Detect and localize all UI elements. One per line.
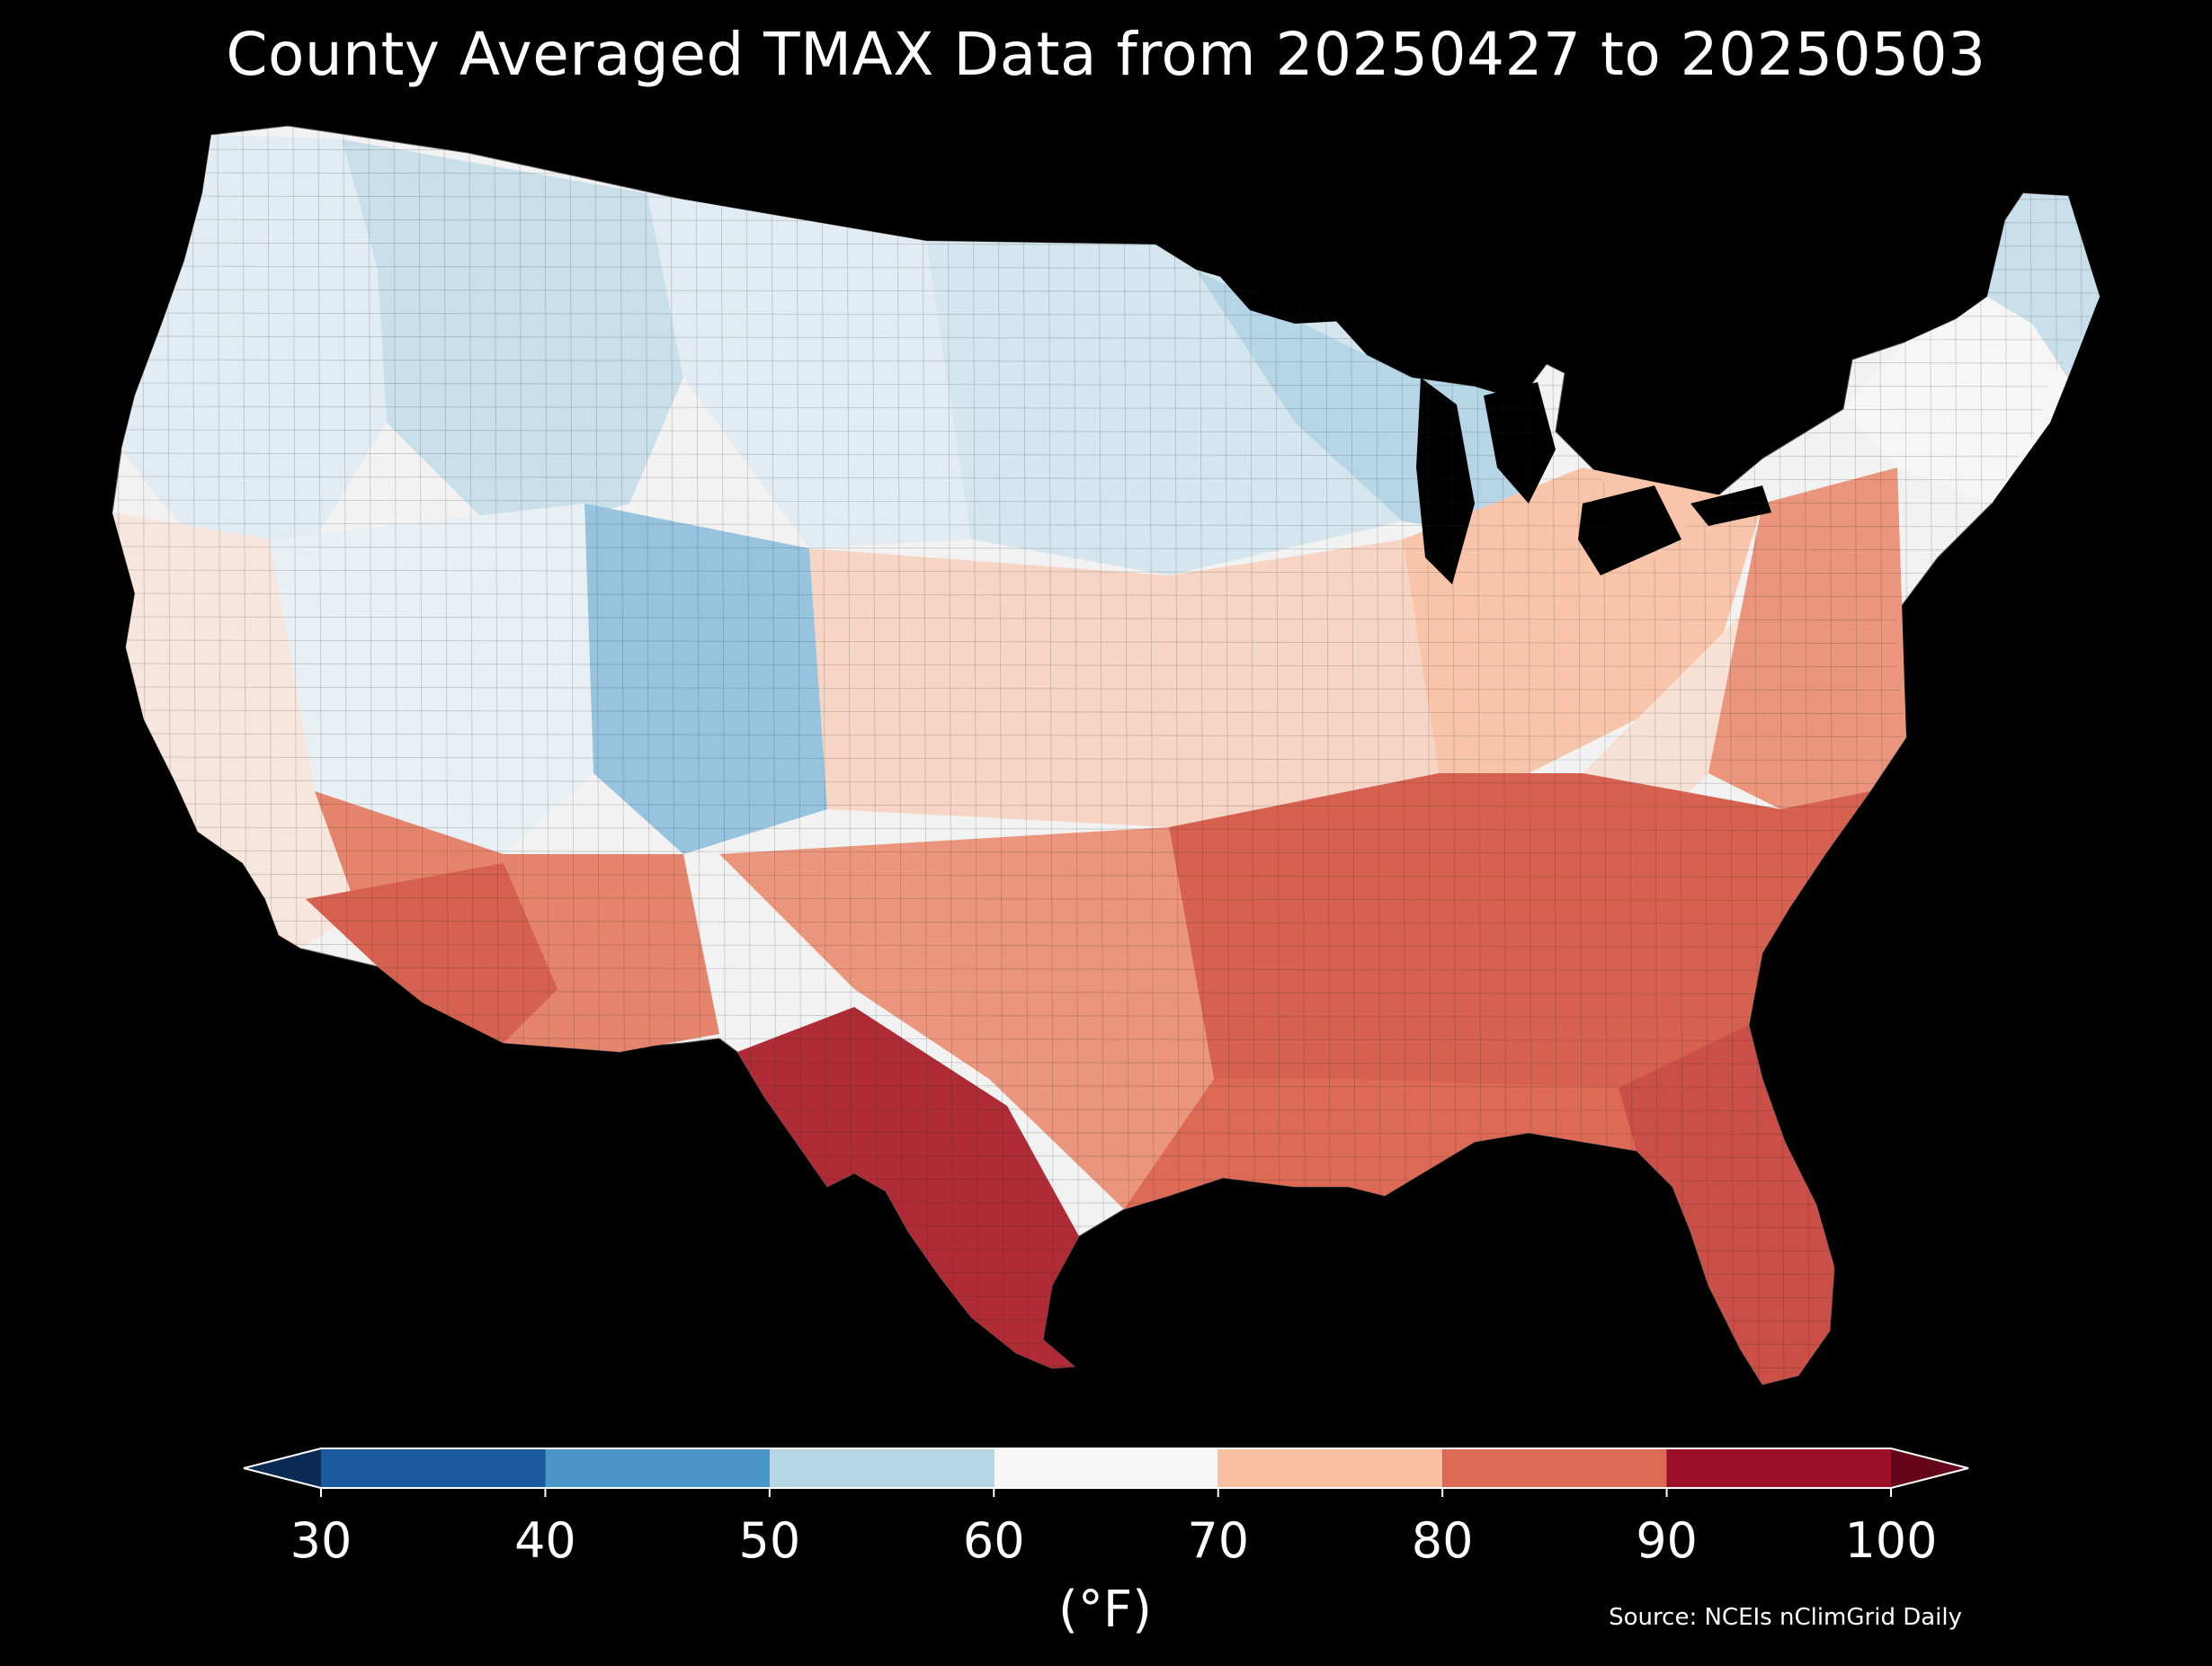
region-central-plains (809, 539, 1439, 827)
region-great-basin (270, 503, 593, 899)
great-lake-4 (1578, 486, 1681, 575)
source-label: Source: NCEIs nClimGrid Daily (1609, 1604, 1962, 1631)
region-southern-arizona (306, 863, 557, 1043)
great-lake-3 (1484, 382, 1556, 503)
region-gulf-coast (1124, 1079, 1637, 1209)
colorbar-tick-label: 80 (1411, 1512, 1474, 1569)
colorbar-tick-label: 60 (962, 1512, 1025, 1569)
region-south-texas (737, 1007, 1079, 1368)
map-title: County Averaged TMAX Data from 20250427 … (226, 20, 1986, 89)
region-northern-plains (647, 193, 971, 548)
colorbar-tick-label: 30 (290, 1512, 352, 1569)
region-new-england (1843, 297, 2068, 503)
great-lake-1 (1214, 270, 1376, 324)
region-colorado-rockies (584, 503, 827, 854)
region-mid-atlantic (1708, 468, 1906, 809)
colorbar-tick-label: 40 (514, 1512, 576, 1569)
region-florida (1619, 1025, 1834, 1385)
colorbar-unit-label: (°F) (1058, 1581, 1152, 1639)
region-southern-plains (719, 827, 1214, 1209)
region-pacific-northwest (121, 135, 387, 557)
colorbar-tick-label: 100 (1844, 1512, 1938, 1569)
colorbar-tick-label: 70 (1187, 1512, 1250, 1569)
great-lake-5 (1690, 486, 1771, 526)
colorbar-tick-label: 90 (1636, 1512, 1698, 1569)
region-northern-rockies (342, 139, 683, 539)
colorbar-tick-label: 50 (738, 1512, 801, 1569)
temperature-regions (112, 135, 2100, 1385)
region-northern-maine (1987, 193, 2100, 378)
great-lake-2 (1416, 378, 1475, 584)
region-california-coast (112, 512, 378, 949)
